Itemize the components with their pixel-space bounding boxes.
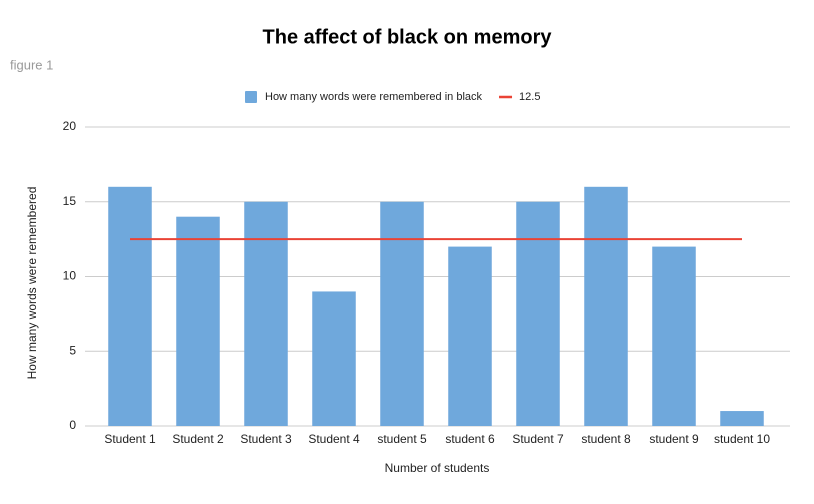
- x-tick-label: Student 1: [104, 432, 156, 446]
- legend-label: How many words were remembered in black: [265, 91, 483, 103]
- x-tick-label: student 10: [714, 432, 770, 446]
- x-tick-label: Student 7: [512, 432, 564, 446]
- bar: [380, 201, 424, 426]
- x-tick-label: student 9: [649, 432, 699, 446]
- y-tick-label: 0: [69, 418, 76, 432]
- y-tick-label: 5: [69, 343, 76, 357]
- bar: [652, 246, 696, 426]
- x-tick-label: Student 3: [240, 432, 292, 446]
- chart-title: The affect of black on memory: [263, 26, 553, 48]
- bar: [448, 246, 492, 426]
- y-tick-label: 20: [63, 119, 77, 133]
- bar: [584, 186, 628, 426]
- bar: [516, 201, 560, 426]
- legend-swatch: [245, 91, 257, 103]
- bar: [312, 291, 356, 426]
- legend-label: 12.5: [519, 91, 540, 103]
- x-tick-label: student 8: [581, 432, 631, 446]
- y-tick-label: 15: [63, 194, 77, 208]
- bar: [108, 186, 152, 426]
- y-axis-label: How many words were remembered: [25, 187, 39, 380]
- bar: [244, 201, 288, 426]
- x-tick-label: student 5: [377, 432, 427, 446]
- bar: [176, 216, 220, 426]
- chart-subtitle: figure 1: [10, 57, 53, 72]
- x-tick-label: student 6: [445, 432, 495, 446]
- x-tick-label: Student 4: [308, 432, 360, 446]
- y-tick-label: 10: [63, 269, 77, 283]
- x-tick-label: Student 2: [172, 432, 224, 446]
- bar: [720, 411, 764, 426]
- x-axis-label: Number of students: [385, 461, 490, 475]
